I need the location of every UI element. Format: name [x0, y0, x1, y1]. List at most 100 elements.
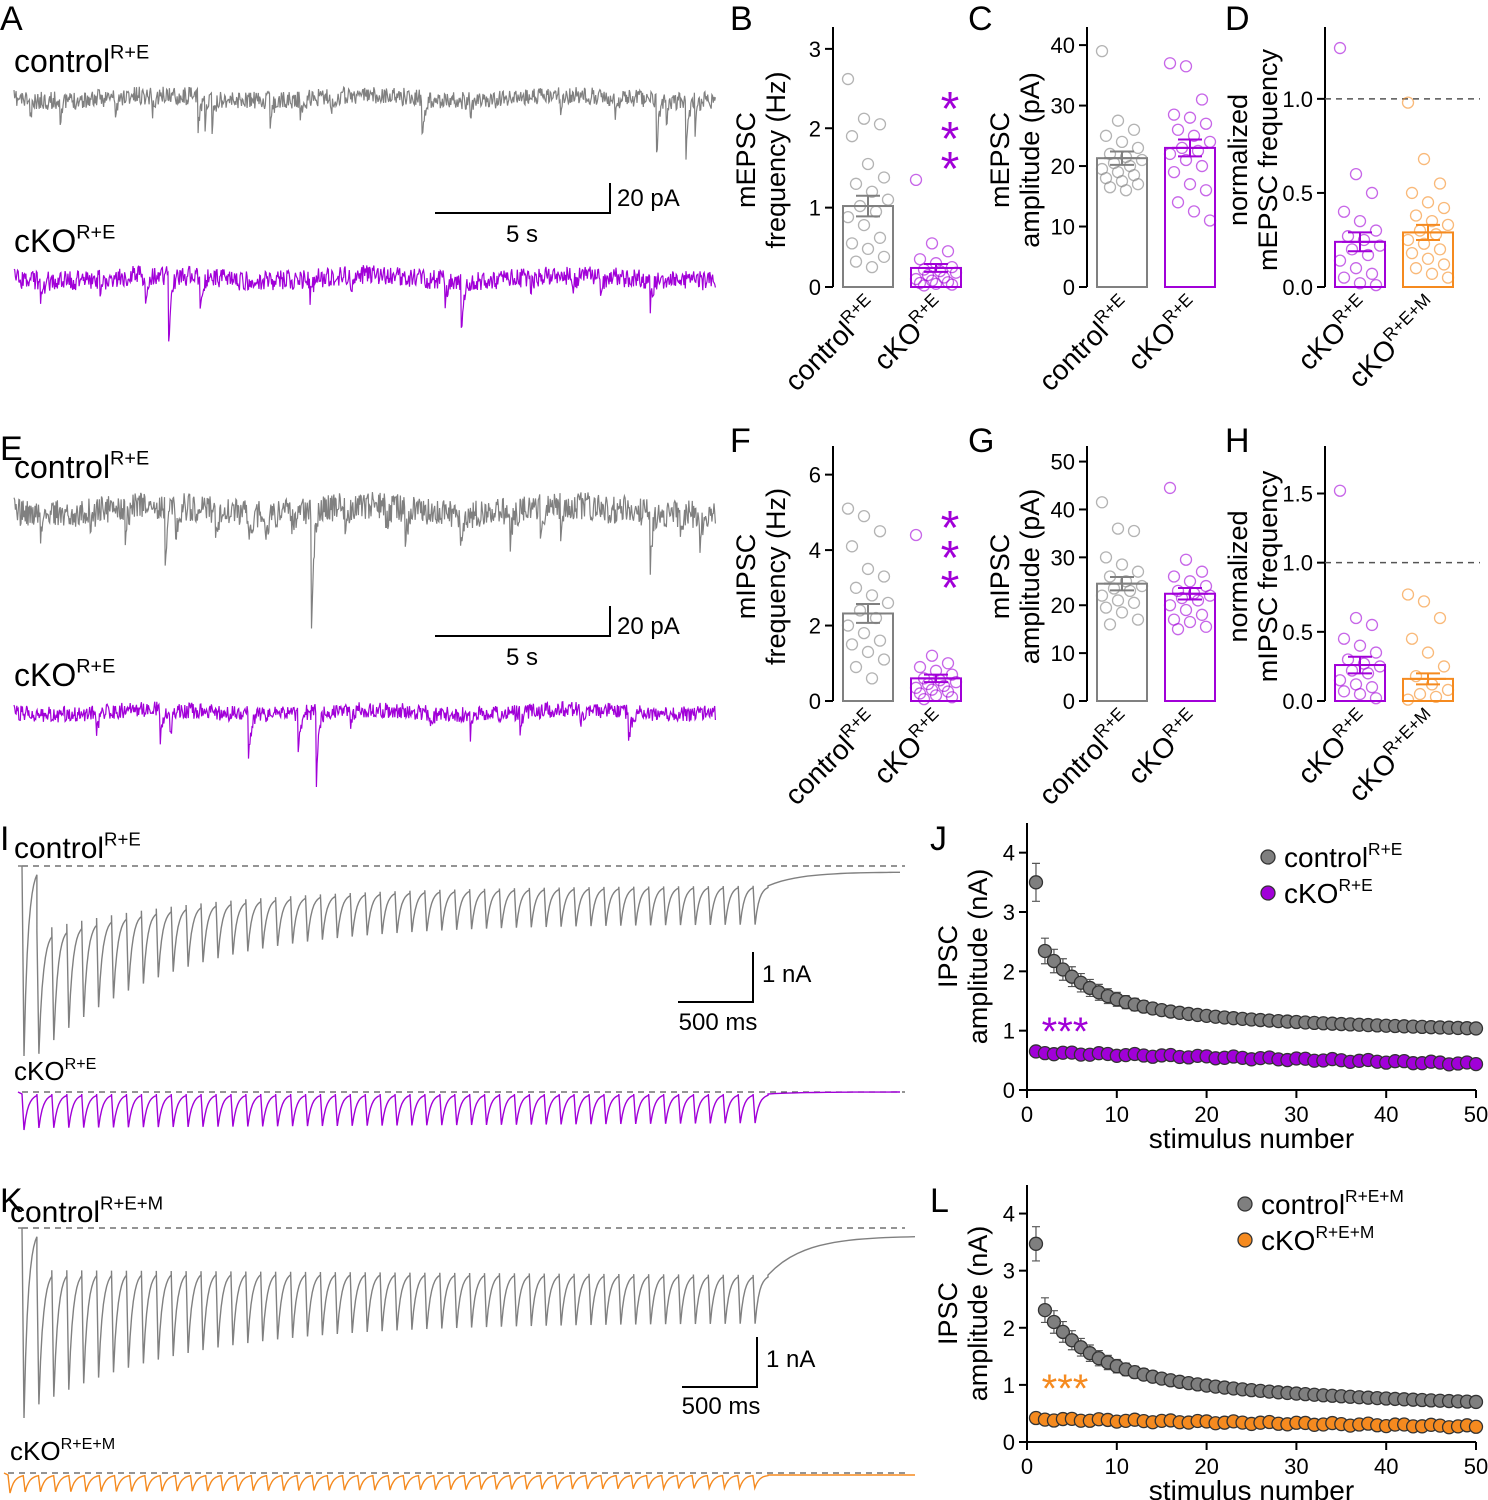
data-point	[1127, 596, 1141, 609]
data-point	[1167, 108, 1181, 121]
legend-marker	[1260, 849, 1276, 865]
panel-letter-L: L	[930, 1182, 949, 1220]
y-axis-label: mIPSC	[731, 534, 761, 620]
data-point	[865, 261, 879, 274]
data-point	[1429, 228, 1443, 241]
y-tick-label: 20	[1051, 154, 1075, 179]
category-label-0: controlR+E	[777, 703, 885, 811]
data-point	[917, 279, 931, 292]
data-point	[1115, 606, 1129, 619]
data-point	[1333, 484, 1347, 497]
data-point	[873, 525, 887, 538]
legend-label-0-base: control	[1284, 842, 1368, 873]
significance-star: *	[941, 502, 960, 555]
y-tick-label: 3	[809, 37, 821, 62]
data-point	[945, 278, 959, 291]
scalebar-I-time-label: 500 ms	[679, 1009, 758, 1036]
data-point	[1413, 687, 1427, 701]
data-point	[1115, 558, 1129, 571]
trace-I-control	[18, 865, 900, 1057]
data-point	[1095, 589, 1109, 602]
y-tick-label: 4	[1003, 1202, 1015, 1227]
data-point	[1337, 205, 1351, 218]
category-label-0-base: control	[779, 316, 860, 397]
data-point	[1409, 209, 1423, 222]
data-point	[877, 653, 891, 666]
significance-star: *	[941, 83, 960, 136]
y-axis-label: IPSC	[933, 1282, 963, 1345]
category-label-1-superscript: R+E+M	[1379, 289, 1435, 345]
panel-letter-H: H	[1225, 422, 1250, 460]
legend-label-1: cKOR+E+M	[1261, 1222, 1374, 1256]
data-point	[941, 657, 955, 670]
data-point	[1361, 248, 1375, 262]
data-point	[1369, 278, 1383, 292]
data-point	[1337, 632, 1351, 645]
y-axis-label: mIPSC frequency	[1253, 470, 1283, 682]
data-point	[1199, 117, 1213, 130]
data-point	[849, 581, 863, 594]
data-point	[1349, 262, 1363, 275]
y-axis-label: mEPSC	[985, 112, 1015, 208]
data-point	[1203, 135, 1217, 149]
y-tick-label: 1	[1003, 1019, 1015, 1044]
error-bar	[1410, 223, 1446, 241]
category-label-1: cKOR+E	[866, 289, 953, 376]
category-label-1-superscript: R+E+M	[1379, 703, 1435, 759]
error-bar	[1172, 138, 1208, 158]
x-tick-label: 30	[1284, 1102, 1308, 1127]
data-point	[1417, 152, 1431, 166]
trace-A-cko	[13, 265, 716, 342]
data-point	[1103, 181, 1117, 194]
data-point	[1369, 224, 1383, 237]
data-point	[1441, 218, 1455, 232]
category-label-0-base: control	[1033, 316, 1114, 397]
data-point	[841, 619, 855, 632]
y-tick-label: 6	[809, 463, 821, 488]
data-point	[1183, 615, 1197, 629]
error-bar	[1342, 655, 1378, 675]
error-bar	[1410, 672, 1446, 686]
y-tick-label: 20	[1051, 593, 1075, 618]
y-axis-label: frequency (Hz)	[761, 71, 791, 248]
traces-layer	[3, 85, 916, 1494]
y-tick-label: 40	[1051, 497, 1075, 522]
data-point	[1099, 129, 1113, 142]
data-point	[1425, 267, 1439, 280]
data-point	[1183, 575, 1197, 588]
data-point-control	[1037, 1302, 1053, 1318]
category-label-0: controlR+E	[1031, 289, 1139, 397]
trace-label-K-control-base: control	[10, 1196, 100, 1229]
data-point	[1099, 551, 1113, 564]
y-axis-label: amplitude (pA)	[1015, 72, 1045, 248]
data-point	[913, 660, 927, 674]
data-point	[1429, 690, 1443, 703]
significance-star: *	[941, 562, 960, 615]
y-tick-label: 3	[1003, 900, 1015, 925]
trace-label-I-control: controlR+E	[14, 828, 141, 865]
significance-star: *	[941, 143, 960, 196]
data-point	[877, 570, 891, 583]
scalebar-K-bar	[682, 1337, 758, 1388]
data-point	[1179, 603, 1193, 617]
x-tick-label: 50	[1464, 1454, 1488, 1479]
x-tick-label: 50	[1464, 1102, 1488, 1127]
data-point	[1421, 252, 1435, 265]
y-axis-label: frequency (Hz)	[761, 488, 791, 665]
data-point	[1441, 683, 1455, 697]
data-point-control	[1028, 875, 1044, 890]
data-point	[1353, 277, 1367, 290]
data-point	[873, 231, 887, 244]
data-point	[1183, 111, 1197, 124]
data-point	[1163, 57, 1177, 70]
trace-label-E-control-superscript: R+E	[110, 448, 149, 470]
data-point	[1135, 579, 1149, 593]
data-point	[865, 185, 879, 198]
y-axis-label: amplitude (nA)	[963, 1226, 993, 1402]
data-point	[949, 675, 963, 689]
trace-K-cko	[3, 1472, 915, 1494]
data-point	[1437, 258, 1451, 271]
data-point-cko	[1468, 1056, 1484, 1072]
